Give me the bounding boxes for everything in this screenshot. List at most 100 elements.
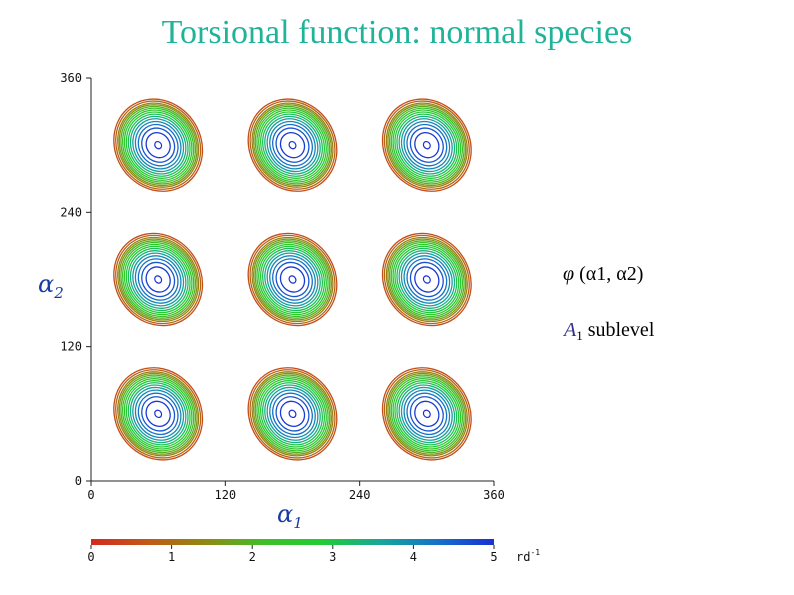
sublevel-text: sublevel [587,319,655,341]
contour-line [385,236,468,323]
contour-peak-center [288,275,297,284]
contour-line [127,113,189,177]
contour-line [383,100,470,190]
contour-line [275,396,310,432]
contour-line [115,369,202,459]
legend-phi: φ [563,263,575,285]
contour-line [145,132,171,159]
sublevel-symbol: A [564,319,577,341]
contour-line [137,258,179,301]
contour-line [121,107,195,183]
colorbar [91,539,494,545]
y-axis-label: α2 [38,270,64,302]
contour-line [127,382,189,446]
contour-peak [113,232,204,327]
contour-line [269,120,316,170]
contour-peak [247,98,338,192]
sublevel-index: 1 [576,328,583,343]
contour-line [383,369,470,459]
contour-line [132,252,185,307]
contour-line [115,234,202,325]
contour-line [117,102,200,188]
x-axis-label: α1 [277,500,303,532]
contour-line [120,374,197,454]
colorbar-unit: rd-1 [516,548,540,564]
contour-line [251,371,334,457]
contour-line [279,266,306,293]
tick-labels: 0 120 240 360 0 120 240 360 [60,71,505,502]
contour-line [392,243,462,316]
contour-line [247,367,338,461]
contour-peak-center [154,409,163,419]
contour-line [254,105,331,185]
contour-line [262,382,323,446]
contour-line [388,374,465,454]
contour-line [409,127,444,163]
contour-layer [113,98,472,461]
contour-line [385,102,468,188]
contour-line [381,98,472,192]
contour-line [403,389,451,439]
contour-line [272,123,313,167]
contour-line [252,238,333,321]
contour-line [117,236,200,323]
contour-peak-center [422,275,431,284]
contour-line [266,252,319,307]
contour-line [121,376,195,452]
contour-line [258,243,327,316]
contour-line [113,232,204,327]
contour-line [247,232,338,327]
contour-line [254,240,331,319]
contour-line [266,386,319,441]
contour-peak-center [154,140,163,150]
y-tick-label: 120 [60,340,82,354]
contour-line [390,241,464,318]
contour-line [262,247,323,312]
contour-line [400,252,453,307]
contour-line [125,380,191,448]
contour-line [117,371,200,457]
contour-line [137,392,179,436]
contour-line [396,113,458,177]
colorbar-tick-label: 0 [87,550,94,564]
contour-peak [113,367,204,461]
contour-line [394,111,460,179]
contour-peak [381,232,472,327]
contour-line [125,245,191,314]
contour-line [392,378,462,450]
contour-line [279,132,306,159]
contour-line [127,247,189,312]
chart-title: Torsional function: normal species [161,14,633,51]
contour-line [279,400,306,427]
contour-peak-center [422,409,431,419]
contour-line [414,400,440,427]
contour-line [249,234,336,325]
contour-line [387,238,467,321]
contour-line [132,386,185,441]
contour-line [256,376,329,452]
contour-line [258,378,327,450]
contour-line [251,102,334,188]
contour-peak-center [154,275,163,284]
contour-line [275,261,310,298]
contour-line [260,380,325,448]
contour-line [118,238,198,321]
colorbar-tick-label: 5 [490,550,497,564]
colorbar-ticks: 0 1 2 3 4 5 [87,545,498,564]
contour-line [252,104,333,187]
contour-line [269,255,316,304]
contour-line [385,371,468,457]
contour-line [387,372,467,455]
contour-line [249,100,336,190]
contour-line [409,396,444,432]
contour-peak [113,98,204,192]
contour-line [406,258,448,301]
contour-line [266,118,319,173]
x-tick-label: 0 [87,488,94,502]
contour-line [275,127,310,163]
contour-line [390,376,464,452]
contour-line [403,120,451,170]
y-tick-label: 0 [75,474,82,488]
contour-line [383,234,470,325]
contour-line [123,378,193,450]
